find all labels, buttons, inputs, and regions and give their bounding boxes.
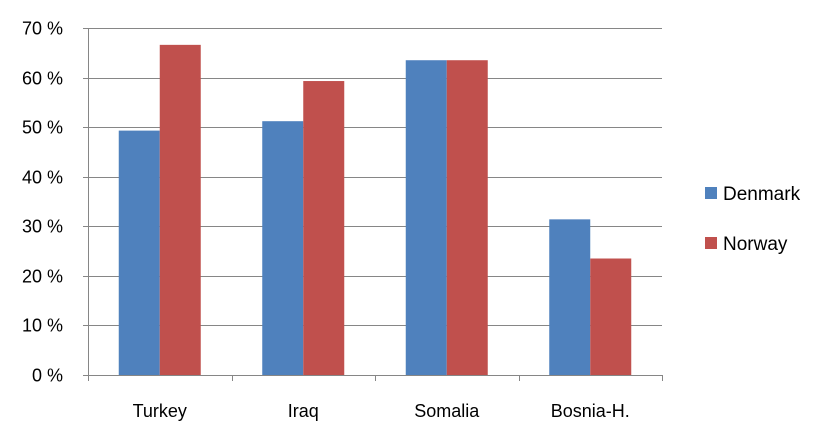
y-tick-label: 10 % [22, 316, 63, 336]
y-axis-tick-labels: 0 % 10 % 20 % 30 % 40 % 50 % 60 % 70 % [22, 19, 63, 386]
y-tick-label: 0 % [32, 366, 63, 386]
y-tick-label: 70 % [22, 19, 63, 39]
bar-denmark-2 [262, 121, 304, 376]
legend-label-norway: Norway [723, 234, 788, 255]
legend-label-denmark: Denmark [723, 184, 801, 205]
legend-swatch-denmark [705, 187, 717, 199]
x-axis-tick-labels: Turkey Iraq Somalia Bosnia-H. [133, 401, 630, 421]
bar-denmark-3 [405, 60, 447, 375]
x-tick-label: Somalia [414, 401, 480, 421]
x-tick-label: Turkey [133, 401, 187, 421]
legend-swatch-norway [705, 237, 717, 249]
bar-norway-1 [159, 44, 201, 376]
y-tick-label: 20 % [22, 267, 63, 287]
bar-denmark-1 [118, 130, 160, 375]
legend: Denmark Norway [705, 184, 801, 255]
bar-norway-2 [303, 81, 345, 375]
bars [118, 44, 632, 376]
x-tick-label: Bosnia-H. [551, 401, 630, 421]
bar-norway-4 [590, 258, 632, 375]
y-tick-label: 60 % [22, 69, 63, 89]
x-tick-label: Iraq [288, 401, 319, 421]
bar-denmark-4 [549, 219, 591, 375]
y-tick-label: 30 % [22, 217, 63, 237]
y-tick-label: 50 % [22, 118, 63, 138]
axes [83, 28, 663, 381]
bar-norway-3 [446, 60, 488, 375]
y-tick-label: 40 % [22, 168, 63, 188]
